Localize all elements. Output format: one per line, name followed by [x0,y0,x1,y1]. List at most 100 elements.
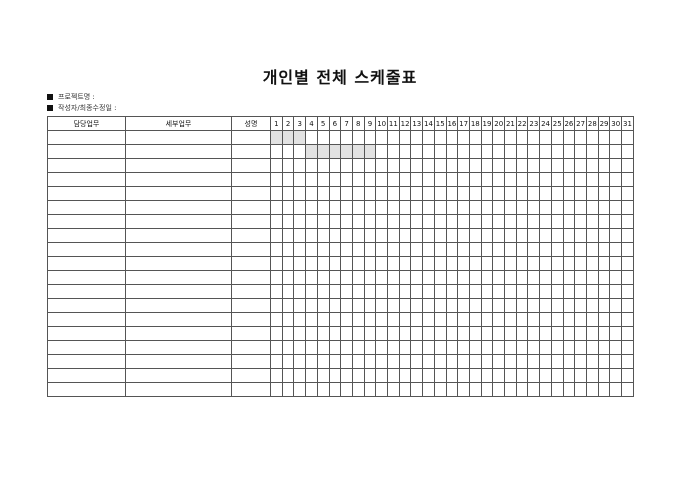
day-cell[interactable] [340,256,353,271]
day-cell[interactable] [398,130,412,145]
day-cell[interactable] [504,228,517,243]
day-cell[interactable] [305,368,318,383]
day-cell[interactable] [387,354,400,369]
day-cell[interactable] [270,256,283,271]
detail-cell[interactable] [125,270,232,285]
day-cell[interactable] [305,354,318,369]
day-cell[interactable] [457,368,470,383]
day-cell[interactable] [305,326,318,341]
day-cell[interactable] [281,382,295,397]
day-cell[interactable] [375,312,389,327]
task-cell[interactable] [47,172,126,187]
day-cell[interactable] [539,228,552,243]
day-cell[interactable] [410,256,424,271]
day-cell[interactable] [387,368,400,383]
day-cell[interactable] [445,144,459,159]
day-cell[interactable] [515,242,529,257]
day-cell[interactable] [433,200,447,215]
day-cell[interactable] [305,256,318,271]
day-cell[interactable] [387,172,400,187]
day-cell[interactable] [328,382,342,397]
day-cell[interactable] [468,270,482,285]
day-cell[interactable] [316,354,330,369]
day-cell[interactable] [468,144,482,159]
day-cell[interactable] [281,186,295,201]
day-cell[interactable] [597,284,611,299]
day-cell[interactable] [351,284,365,299]
day-cell[interactable] [363,298,377,313]
day-cell[interactable] [457,354,470,369]
day-cell[interactable] [562,228,576,243]
day-cell[interactable] [328,298,342,313]
day-cell[interactable] [468,256,482,271]
day-cell[interactable] [562,354,576,369]
day-cell[interactable] [597,326,611,341]
day-cell[interactable] [492,368,506,383]
day-cell[interactable] [609,270,623,285]
day-cell[interactable] [597,228,611,243]
day-cell[interactable] [398,312,412,327]
day-cell[interactable] [539,172,552,187]
day-cell[interactable] [574,130,587,145]
day-cell[interactable] [527,270,541,285]
day-cell[interactable] [270,172,283,187]
day-cell[interactable] [504,326,517,341]
day-cell[interactable] [550,186,564,201]
day-cell[interactable] [316,200,330,215]
day-cell[interactable] [480,340,494,355]
day-cell[interactable] [550,144,564,159]
name-cell[interactable] [231,158,271,173]
day-cell[interactable] [375,298,389,313]
day-cell[interactable] [597,186,611,201]
day-cell[interactable] [433,368,447,383]
day-cell[interactable] [527,382,541,397]
day-cell[interactable] [433,312,447,327]
day-cell[interactable] [375,144,389,159]
day-cell[interactable] [340,270,353,285]
day-cell[interactable] [457,242,470,257]
day-cell[interactable] [398,382,412,397]
day-cell[interactable] [328,228,342,243]
day-cell[interactable] [445,242,459,257]
day-cell[interactable] [585,200,599,215]
day-cell[interactable] [527,228,541,243]
day-cell[interactable] [293,242,307,257]
day-cell[interactable] [621,382,634,397]
day-cell[interactable] [585,270,599,285]
day-cell[interactable] [363,242,377,257]
day-cell[interactable] [609,326,623,341]
day-cell[interactable] [621,172,634,187]
day-cell[interactable] [597,172,611,187]
day-cell[interactable] [597,354,611,369]
day-cell[interactable] [316,158,330,173]
day-cell[interactable] [351,144,365,159]
day-cell[interactable] [351,130,365,145]
day-cell[interactable] [293,298,307,313]
day-cell[interactable] [433,270,447,285]
day-cell[interactable] [539,158,552,173]
day-cell[interactable] [387,256,400,271]
day-cell[interactable] [281,172,295,187]
day-cell[interactable] [457,214,470,229]
day-cell[interactable] [492,144,506,159]
day-cell[interactable] [293,214,307,229]
day-cell[interactable] [293,130,307,145]
day-cell[interactable] [375,214,389,229]
day-cell[interactable] [270,284,283,299]
day-cell[interactable] [281,270,295,285]
day-cell[interactable] [293,256,307,271]
day-cell[interactable] [504,130,517,145]
day-cell[interactable] [281,144,295,159]
day-cell[interactable] [480,298,494,313]
day-cell[interactable] [621,326,634,341]
day-cell[interactable] [562,242,576,257]
day-cell[interactable] [422,172,435,187]
day-cell[interactable] [422,312,435,327]
day-cell[interactable] [585,284,599,299]
detail-cell[interactable] [125,130,232,145]
task-cell[interactable] [47,326,126,341]
day-cell[interactable] [574,242,587,257]
day-cell[interactable] [480,172,494,187]
day-cell[interactable] [270,228,283,243]
day-cell[interactable] [445,298,459,313]
